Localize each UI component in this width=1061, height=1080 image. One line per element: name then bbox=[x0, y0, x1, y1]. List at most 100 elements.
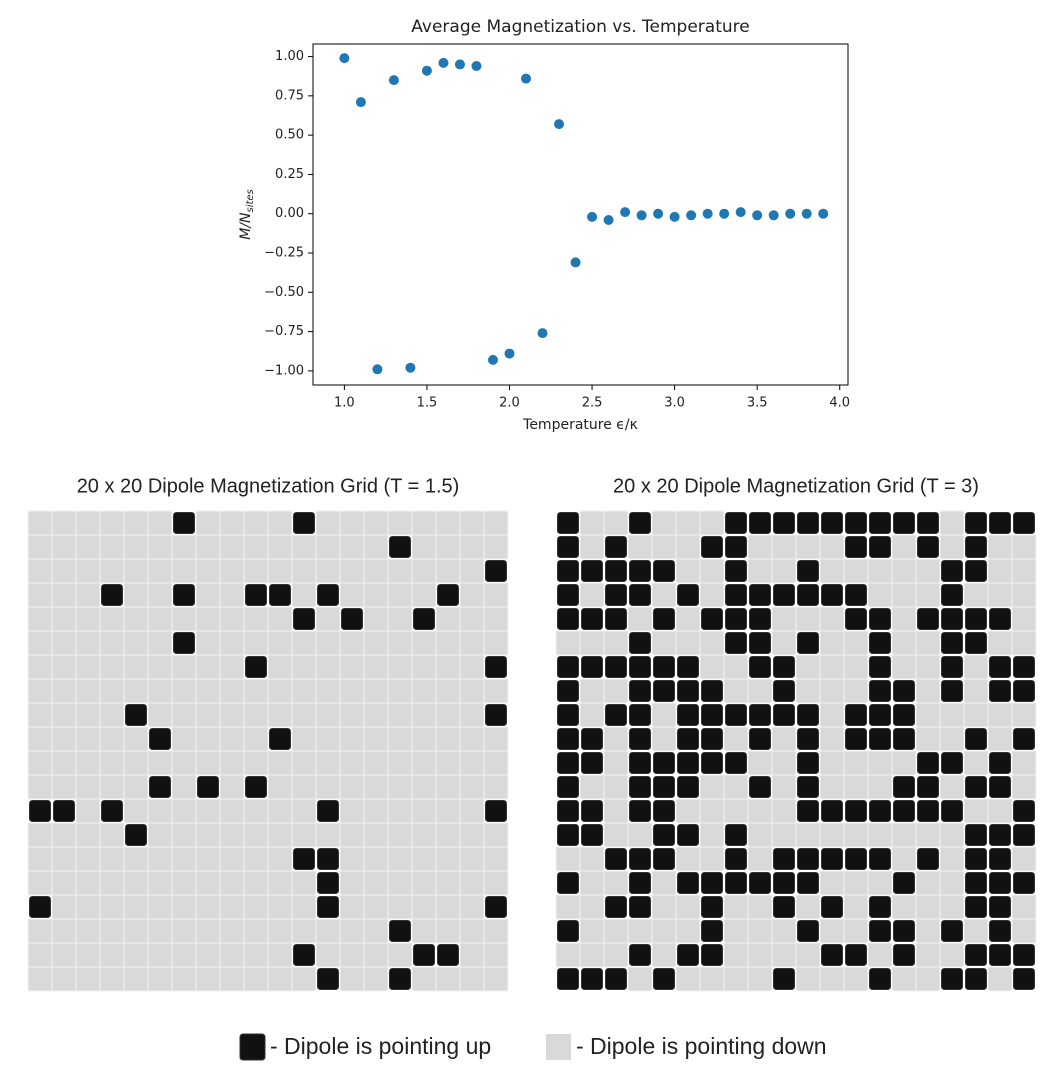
dipole-down bbox=[795, 678, 821, 704]
dipole-down bbox=[75, 870, 101, 896]
dipole-up bbox=[773, 968, 795, 990]
dipole-down bbox=[795, 534, 821, 560]
dipole-down bbox=[771, 558, 797, 584]
dipole-up bbox=[941, 584, 963, 606]
dipole-down bbox=[843, 630, 869, 656]
dipole-up bbox=[653, 608, 675, 630]
dipole-down bbox=[195, 870, 221, 896]
dipole-up bbox=[677, 824, 699, 846]
dipole-up bbox=[725, 608, 747, 630]
dipole-down bbox=[219, 822, 245, 848]
dipole-down bbox=[435, 822, 461, 848]
dipole-down bbox=[915, 558, 941, 584]
dipole-down bbox=[699, 654, 725, 680]
dipole-down bbox=[339, 534, 365, 560]
dipole-down bbox=[387, 894, 413, 920]
dipole-up bbox=[773, 872, 795, 894]
dipole-down bbox=[987, 630, 1013, 656]
dipole-down bbox=[723, 942, 749, 968]
dipole-down bbox=[771, 534, 797, 560]
dipole-up bbox=[701, 536, 723, 558]
dipole-down bbox=[291, 750, 317, 776]
dipole-down bbox=[411, 582, 437, 608]
dipole-up bbox=[677, 656, 699, 678]
dipole-down bbox=[387, 702, 413, 728]
dipole-down bbox=[75, 678, 101, 704]
dipole-down bbox=[123, 774, 149, 800]
dipole-down bbox=[171, 870, 197, 896]
dipole-down bbox=[819, 966, 845, 992]
dipole-up bbox=[749, 512, 771, 534]
dipole-down bbox=[387, 774, 413, 800]
dipole-down bbox=[147, 678, 173, 704]
dipole-up bbox=[989, 848, 1011, 870]
dipole-up bbox=[581, 752, 603, 774]
dipole-up bbox=[869, 608, 891, 630]
dipole-up bbox=[317, 896, 339, 918]
dipole-up bbox=[725, 560, 747, 582]
dipole-down bbox=[99, 870, 125, 896]
dipole-up bbox=[965, 536, 987, 558]
dipole-down bbox=[315, 510, 341, 536]
dipole-down bbox=[339, 558, 365, 584]
dipole-down bbox=[219, 630, 245, 656]
dipole-up bbox=[869, 632, 891, 654]
dipole-down bbox=[219, 534, 245, 560]
dipole-down bbox=[123, 630, 149, 656]
dipole-up bbox=[485, 896, 507, 918]
dipole-down bbox=[339, 846, 365, 872]
dipole-down bbox=[459, 750, 485, 776]
dipole-down bbox=[315, 942, 341, 968]
dipole-down bbox=[699, 774, 725, 800]
dipole-up bbox=[101, 584, 123, 606]
dipole-down bbox=[171, 918, 197, 944]
dipole-down bbox=[555, 942, 581, 968]
dipole-down bbox=[867, 558, 893, 584]
dipole-down bbox=[339, 822, 365, 848]
dipole-down bbox=[219, 870, 245, 896]
dipole-down bbox=[51, 558, 77, 584]
dipole-up bbox=[965, 872, 987, 894]
dipole-down bbox=[123, 750, 149, 776]
dipole-up bbox=[677, 584, 699, 606]
dipole-down bbox=[819, 534, 845, 560]
dipole-up bbox=[989, 824, 1011, 846]
dipole-down bbox=[243, 918, 269, 944]
dipole-up bbox=[917, 536, 939, 558]
dipole-up bbox=[797, 848, 819, 870]
dipole-up bbox=[629, 728, 651, 750]
dipole-down bbox=[51, 606, 77, 632]
dipole-down bbox=[699, 558, 725, 584]
dipole-up bbox=[557, 728, 579, 750]
dipole-up bbox=[965, 824, 987, 846]
dipole-up bbox=[605, 656, 627, 678]
dipole-down bbox=[123, 798, 149, 824]
dipole-up bbox=[893, 920, 915, 942]
dipole-down bbox=[363, 870, 389, 896]
dipole-down bbox=[339, 678, 365, 704]
dipole-up bbox=[869, 800, 891, 822]
dipole-down bbox=[123, 558, 149, 584]
dipole-down bbox=[267, 510, 293, 536]
dipole-up bbox=[965, 776, 987, 798]
dipole-down bbox=[267, 798, 293, 824]
dipole-down bbox=[75, 822, 101, 848]
dipole-down bbox=[819, 774, 845, 800]
dipole-down bbox=[435, 606, 461, 632]
dipole-down bbox=[483, 630, 509, 656]
dipole-up bbox=[389, 920, 411, 942]
dipole-down bbox=[387, 846, 413, 872]
dipole-up bbox=[797, 728, 819, 750]
dipole-up bbox=[677, 752, 699, 774]
dipole-up bbox=[725, 632, 747, 654]
dipole-up bbox=[389, 968, 411, 990]
dipole-down bbox=[51, 510, 77, 536]
dipole-up bbox=[917, 800, 939, 822]
data-point bbox=[339, 53, 350, 64]
dipole-down bbox=[483, 942, 509, 968]
dipole-down bbox=[747, 798, 773, 824]
dipole-down bbox=[867, 870, 893, 896]
dipole-down bbox=[891, 558, 917, 584]
dipole-down bbox=[459, 678, 485, 704]
dipole-down bbox=[195, 822, 221, 848]
